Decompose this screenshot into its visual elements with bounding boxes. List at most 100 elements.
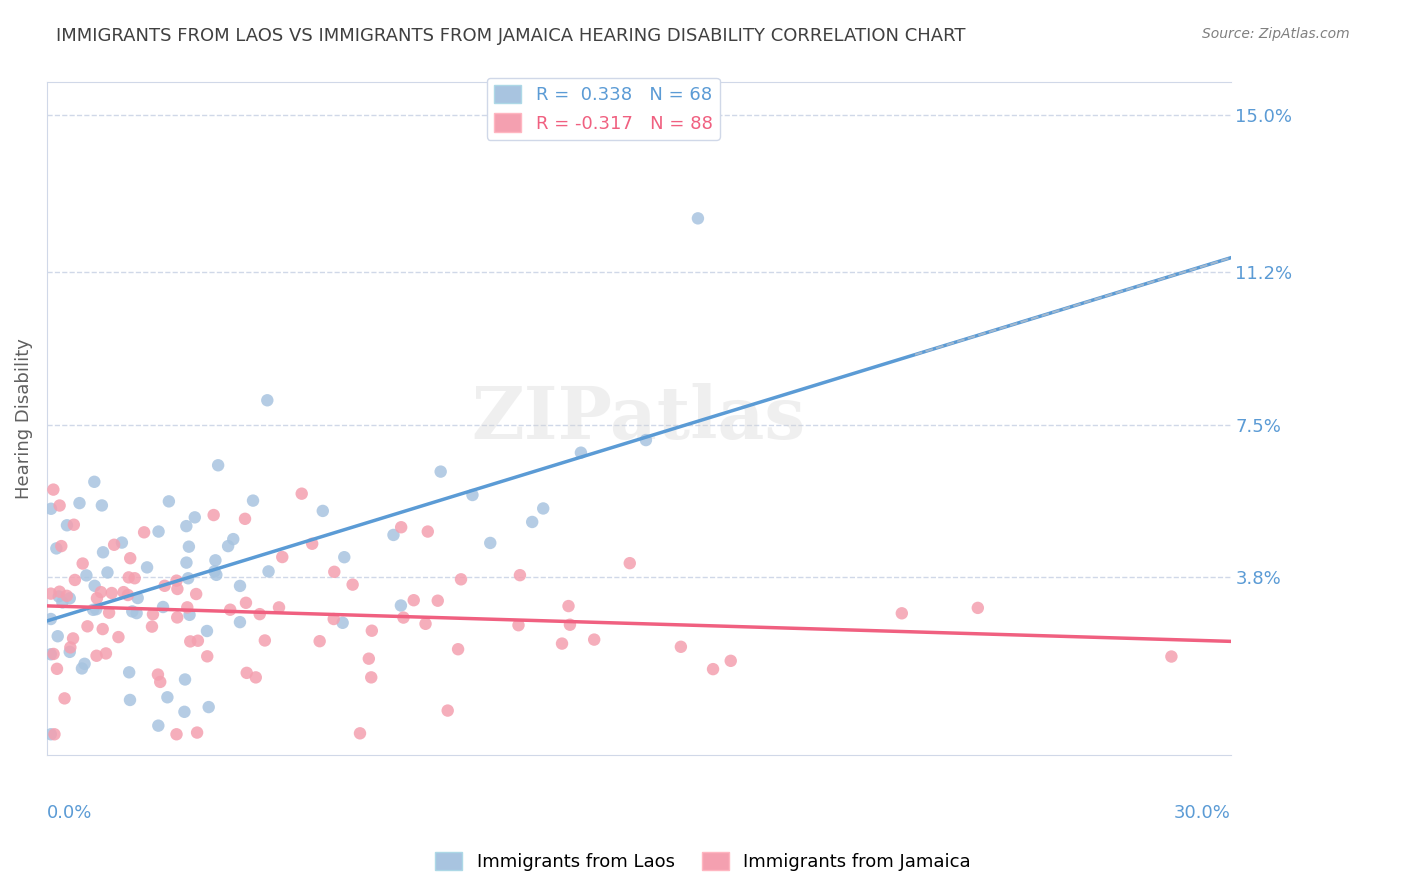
Point: [91, 622, 114, 636]
Point: [619, 556, 641, 570]
Point: [357, 651, 380, 665]
Point: [166, 610, 188, 624]
Point: [416, 524, 439, 539]
Point: [125, 606, 148, 620]
Point: [229, 615, 252, 629]
Point: [100, 586, 122, 600]
Point: [39, 648, 62, 662]
Point: [249, 607, 271, 621]
Point: [583, 632, 606, 647]
Point: [96, 566, 118, 580]
Point: [426, 593, 449, 607]
Point: [173, 705, 195, 719]
Text: 30.0%: 30.0%: [1174, 805, 1230, 822]
Point: [1160, 649, 1182, 664]
Point: [551, 637, 574, 651]
Text: 0.0%: 0.0%: [46, 805, 93, 822]
Point: [557, 599, 579, 613]
Point: [301, 537, 323, 551]
Point: [166, 582, 188, 596]
Point: [136, 560, 159, 574]
Point: [177, 540, 200, 554]
Point: [179, 634, 201, 648]
Point: [204, 565, 226, 579]
Point: [569, 445, 592, 459]
Point: [132, 525, 155, 540]
Point: [42, 647, 65, 661]
Point: [118, 665, 141, 680]
Text: Source: ZipAtlas.com: Source: ZipAtlas.com: [1202, 27, 1350, 41]
Point: [323, 565, 346, 579]
Point: [56, 518, 79, 533]
Point: [51, 539, 73, 553]
Point: [48, 590, 70, 604]
Point: [39, 501, 62, 516]
Point: [98, 606, 121, 620]
Point: [146, 667, 169, 681]
Point: [83, 579, 105, 593]
Point: [156, 690, 179, 705]
Point: [531, 501, 554, 516]
Point: [197, 700, 219, 714]
Point: [450, 572, 472, 586]
Point: [56, 589, 79, 603]
Point: [59, 645, 82, 659]
Point: [111, 535, 134, 549]
Point: [342, 577, 364, 591]
Point: [69, 496, 91, 510]
Point: [322, 612, 344, 626]
Point: [333, 550, 356, 565]
Point: [112, 585, 135, 599]
Point: [508, 618, 530, 632]
Point: [118, 570, 141, 584]
Point: [166, 574, 188, 588]
Point: [509, 568, 531, 582]
Point: [42, 483, 65, 497]
Point: [392, 610, 415, 624]
Point: [90, 499, 112, 513]
Point: [157, 494, 180, 508]
Point: [447, 642, 470, 657]
Point: [219, 603, 242, 617]
Point: [360, 624, 382, 638]
Point: [39, 587, 62, 601]
Point: [148, 719, 170, 733]
Text: IMMIGRANTS FROM LAOS VS IMMIGRANTS FROM JAMAICA HEARING DISABILITY CORRELATION C: IMMIGRANTS FROM LAOS VS IMMIGRANTS FROM …: [56, 27, 966, 45]
Point: [174, 673, 197, 687]
Point: [82, 603, 104, 617]
Point: [127, 591, 149, 605]
Point: [179, 607, 201, 622]
Point: [332, 615, 354, 630]
Point: [522, 515, 544, 529]
Point: [235, 665, 257, 680]
Point: [479, 536, 502, 550]
Point: [45, 541, 67, 556]
Point: [86, 648, 108, 663]
Text: ZIPatlas: ZIPatlas: [471, 383, 806, 454]
Point: [634, 433, 657, 447]
Point: [217, 539, 239, 553]
Point: [702, 662, 724, 676]
Point: [107, 630, 129, 644]
Point: [148, 524, 170, 539]
Point: [195, 649, 218, 664]
Point: [72, 557, 94, 571]
Point: [48, 584, 70, 599]
Point: [44, 727, 66, 741]
Point: [256, 393, 278, 408]
Point: [117, 588, 139, 602]
Point: [176, 519, 198, 533]
Point: [402, 593, 425, 607]
Point: [389, 599, 412, 613]
Point: [153, 579, 176, 593]
Point: [121, 604, 143, 618]
Point: [229, 579, 252, 593]
Point: [39, 612, 62, 626]
Point: [429, 465, 451, 479]
Point: [558, 617, 581, 632]
Point: [76, 619, 98, 633]
Point: [382, 528, 405, 542]
Point: [91, 545, 114, 559]
Point: [73, 657, 96, 671]
Point: [204, 553, 226, 567]
